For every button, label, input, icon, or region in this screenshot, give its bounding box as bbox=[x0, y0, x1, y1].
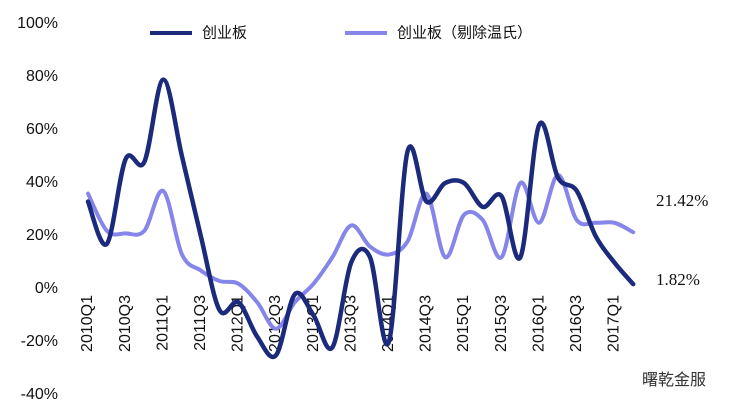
annotation: 21.42% bbox=[656, 191, 708, 210]
x-tick-label: 2011Q1 bbox=[154, 295, 171, 351]
legend-label: 创业板 bbox=[202, 24, 247, 42]
x-tick-label: 2016Q3 bbox=[568, 295, 585, 352]
y-tick-label: 60% bbox=[26, 121, 58, 138]
line-series bbox=[86, 173, 636, 331]
legend-label: 创业板（剔除温氏） bbox=[397, 24, 532, 42]
x-tick-label: 2014Q3 bbox=[418, 295, 435, 352]
x-tick-label: 2010Q1 bbox=[79, 295, 96, 352]
y-tick-label: 0% bbox=[35, 280, 58, 297]
y-tick-label: 40% bbox=[26, 174, 58, 191]
x-tick-label: 2011Q3 bbox=[192, 295, 209, 351]
y-tick-label: 20% bbox=[26, 227, 58, 244]
x-tick-label: 2010Q3 bbox=[117, 295, 134, 352]
x-tick-label: 2015Q3 bbox=[493, 295, 510, 352]
annotation: 1.82% bbox=[656, 270, 700, 289]
watermark: 曙乾金服 bbox=[642, 371, 706, 389]
x-tick-label: 2013Q3 bbox=[342, 295, 359, 352]
x-tick-label: 2015Q1 bbox=[455, 295, 472, 352]
x-tick-label: 2017Q1 bbox=[606, 295, 623, 352]
y-tick-label: -40% bbox=[21, 386, 58, 403]
y-tick-label: 80% bbox=[26, 68, 58, 85]
y-tick-label: -20% bbox=[21, 333, 58, 350]
x-tick-label: 2016Q1 bbox=[530, 295, 547, 352]
y-tick-label: 100% bbox=[17, 15, 58, 32]
line-series bbox=[85, 77, 636, 360]
